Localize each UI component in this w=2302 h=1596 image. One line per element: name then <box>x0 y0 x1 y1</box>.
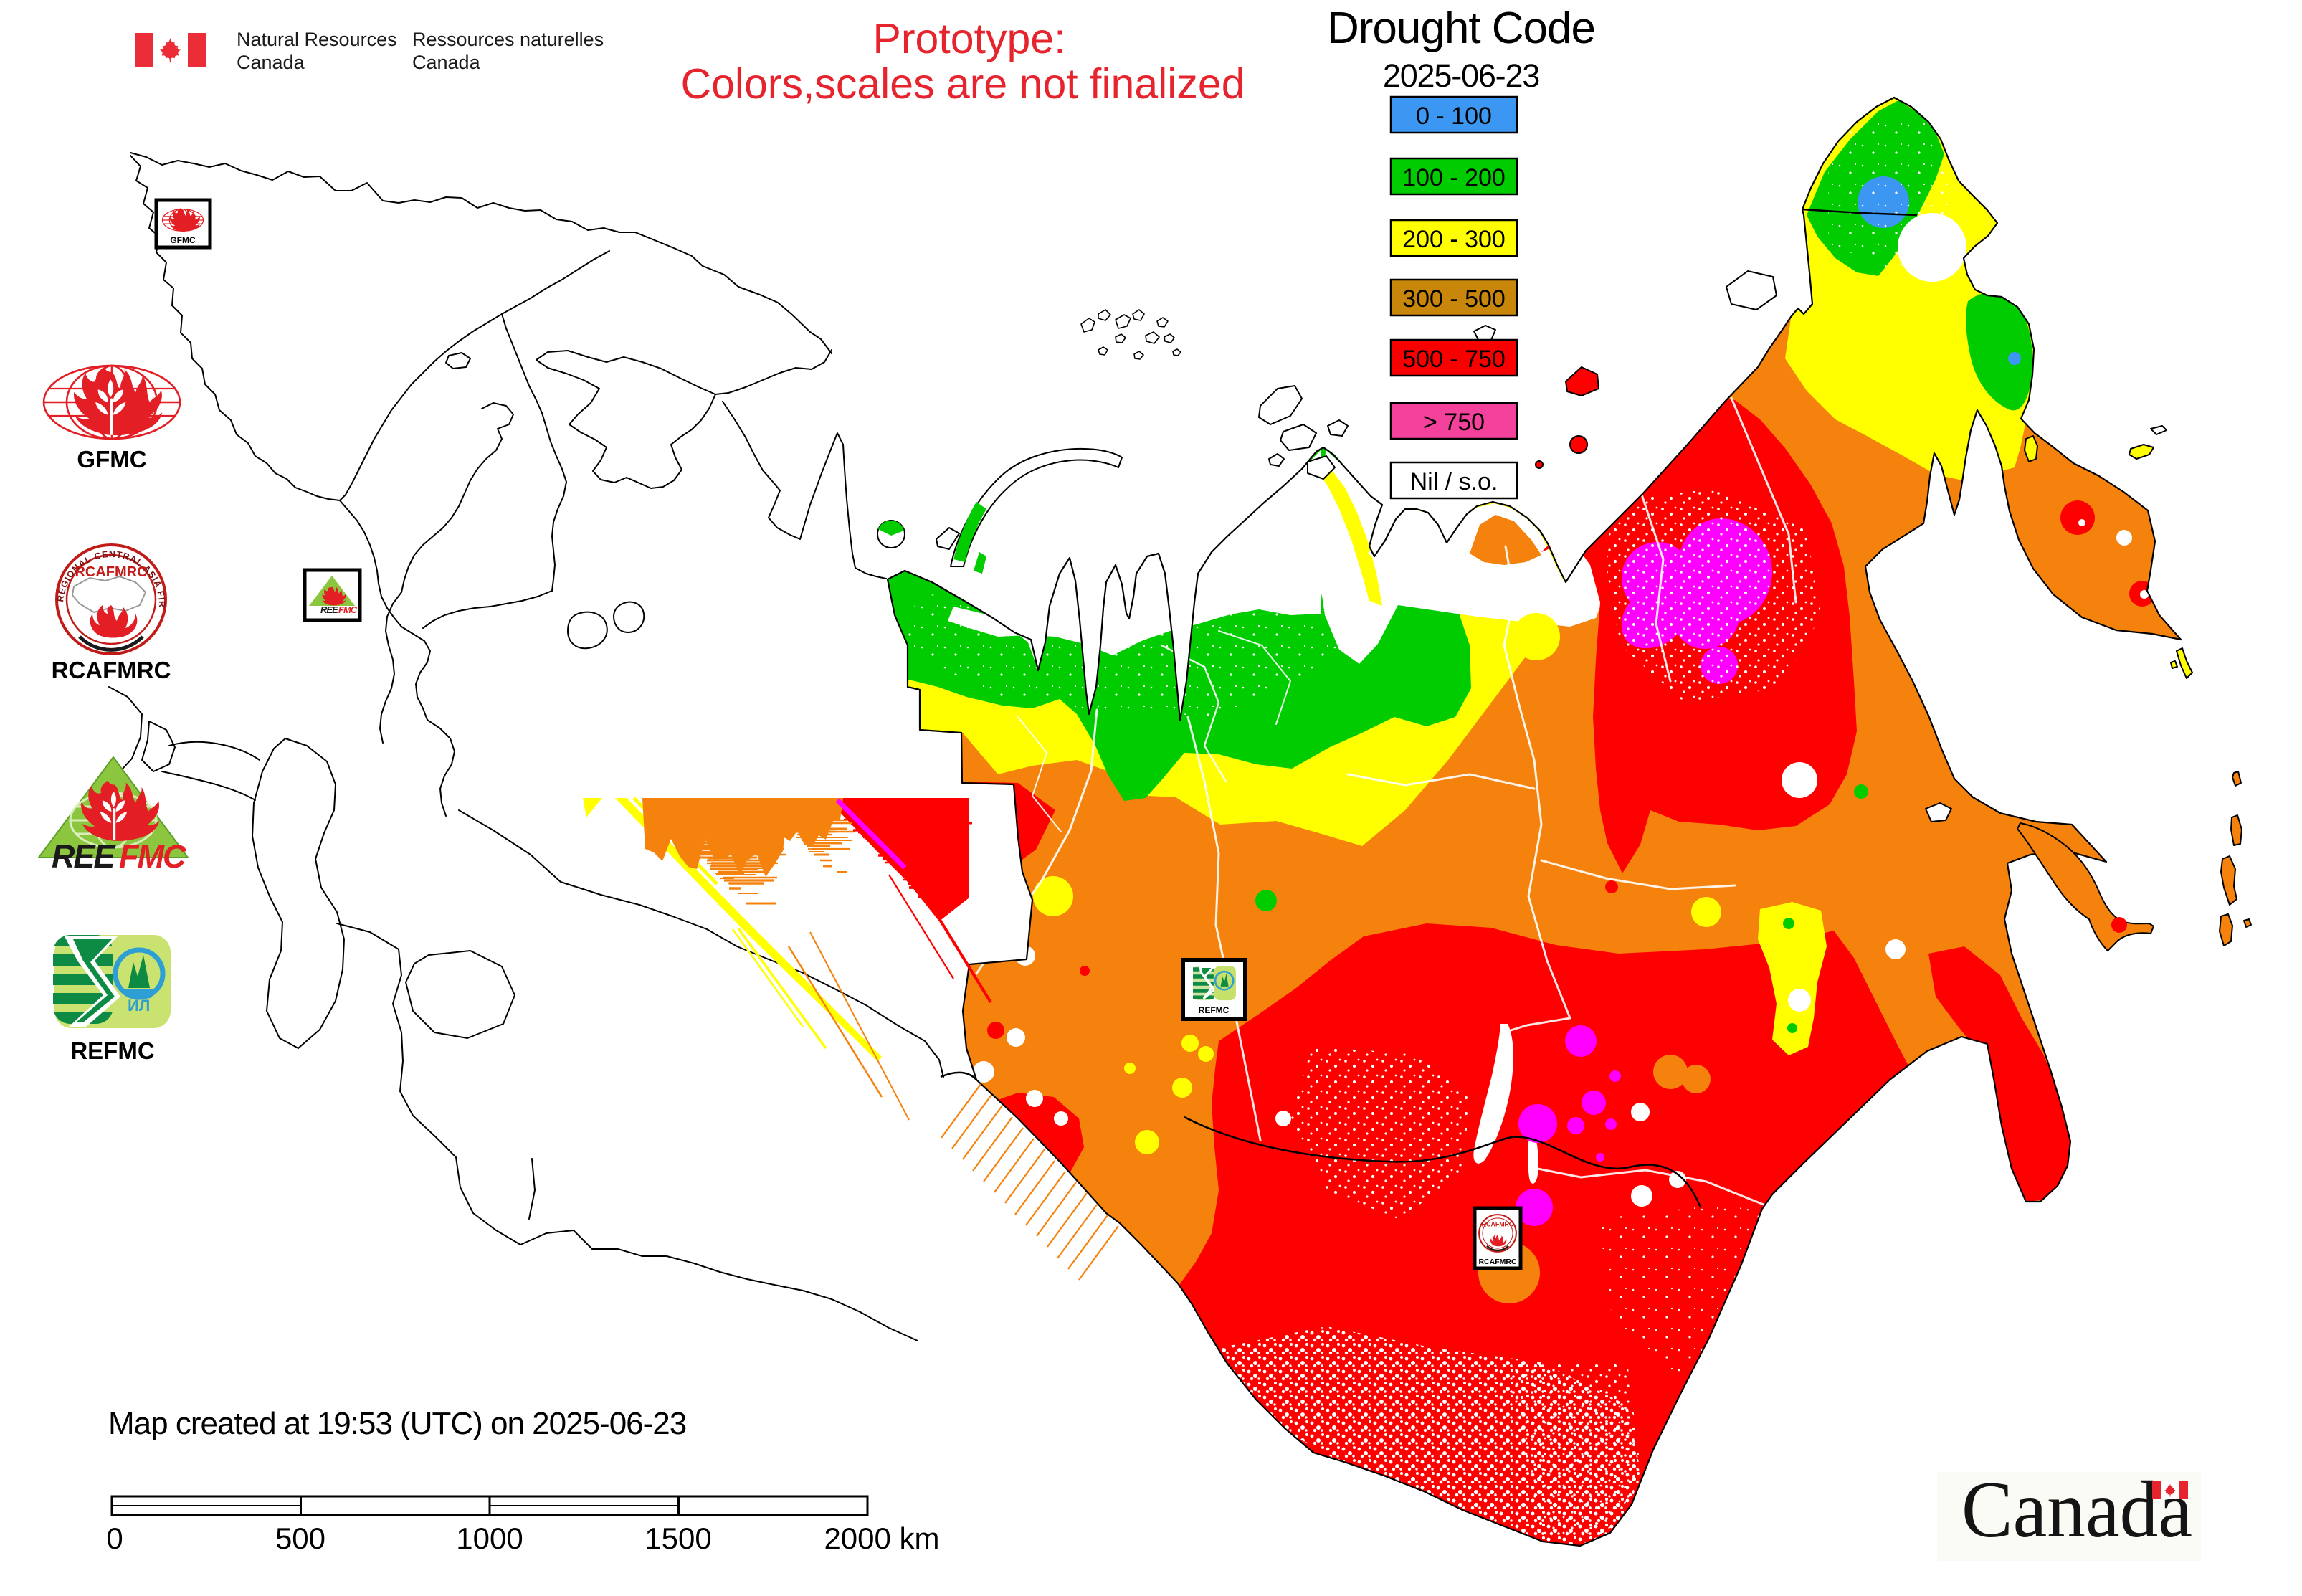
svg-text:Colors,scales are not finalize: Colors,scales are not finalized <box>680 60 1245 108</box>
svg-text:RCAFMRC: RCAFMRC <box>75 564 147 580</box>
svg-text:500 - 750: 500 - 750 <box>1402 346 1506 373</box>
svg-text:RCAFMRC: RCAFMRC <box>52 657 171 683</box>
svg-text:2000 km: 2000 km <box>824 1521 939 1555</box>
svg-text:GFMC: GFMC <box>170 235 196 245</box>
svg-text:200 - 300: 200 - 300 <box>1402 226 1506 253</box>
svg-text:FMC: FMC <box>119 838 187 875</box>
svg-text:RCAFMRC: RCAFMRC <box>1478 1258 1516 1266</box>
svg-text:1000: 1000 <box>456 1521 523 1555</box>
svg-text:Canada: Canada <box>237 52 305 73</box>
svg-text:REFMC: REFMC <box>1199 1005 1230 1015</box>
svg-text:Map created at 19:53 (UTC) on: Map created at 19:53 (UTC) on 2025-06-23 <box>108 1406 686 1441</box>
svg-text:Prototype:: Prototype: <box>873 15 1066 62</box>
svg-text:REE: REE <box>52 838 117 875</box>
svg-text:GFMC: GFMC <box>77 446 146 472</box>
svg-text:Nil / s.o.: Nil / s.o. <box>1410 468 1498 495</box>
svg-text:Drought Code: Drought Code <box>1327 4 1595 53</box>
svg-text:Natural Resources: Natural Resources <box>237 29 397 50</box>
svg-text:REE: REE <box>320 604 338 615</box>
svg-text:1500: 1500 <box>645 1521 711 1555</box>
svg-text:Canada: Canada <box>1961 1466 2192 1554</box>
svg-text:Ressources naturelles: Ressources naturelles <box>412 29 604 50</box>
svg-text:FMC: FMC <box>338 604 358 615</box>
svg-text:ИЛ: ИЛ <box>128 997 150 1015</box>
svg-text:2025-06-23: 2025-06-23 <box>1383 57 1539 94</box>
svg-text:RCAFMRC: RCAFMRC <box>1482 1220 1514 1227</box>
svg-text:100 - 200: 100 - 200 <box>1402 164 1506 191</box>
svg-text:300 - 500: 300 - 500 <box>1402 285 1506 313</box>
svg-text:0 - 100: 0 - 100 <box>1416 103 1492 130</box>
svg-text:REFMC: REFMC <box>70 1037 154 1064</box>
svg-text:500: 500 <box>275 1521 325 1555</box>
svg-text:> 750: > 750 <box>1423 409 1485 436</box>
svg-text:0: 0 <box>106 1521 123 1555</box>
svg-text:Canada: Canada <box>412 52 481 73</box>
